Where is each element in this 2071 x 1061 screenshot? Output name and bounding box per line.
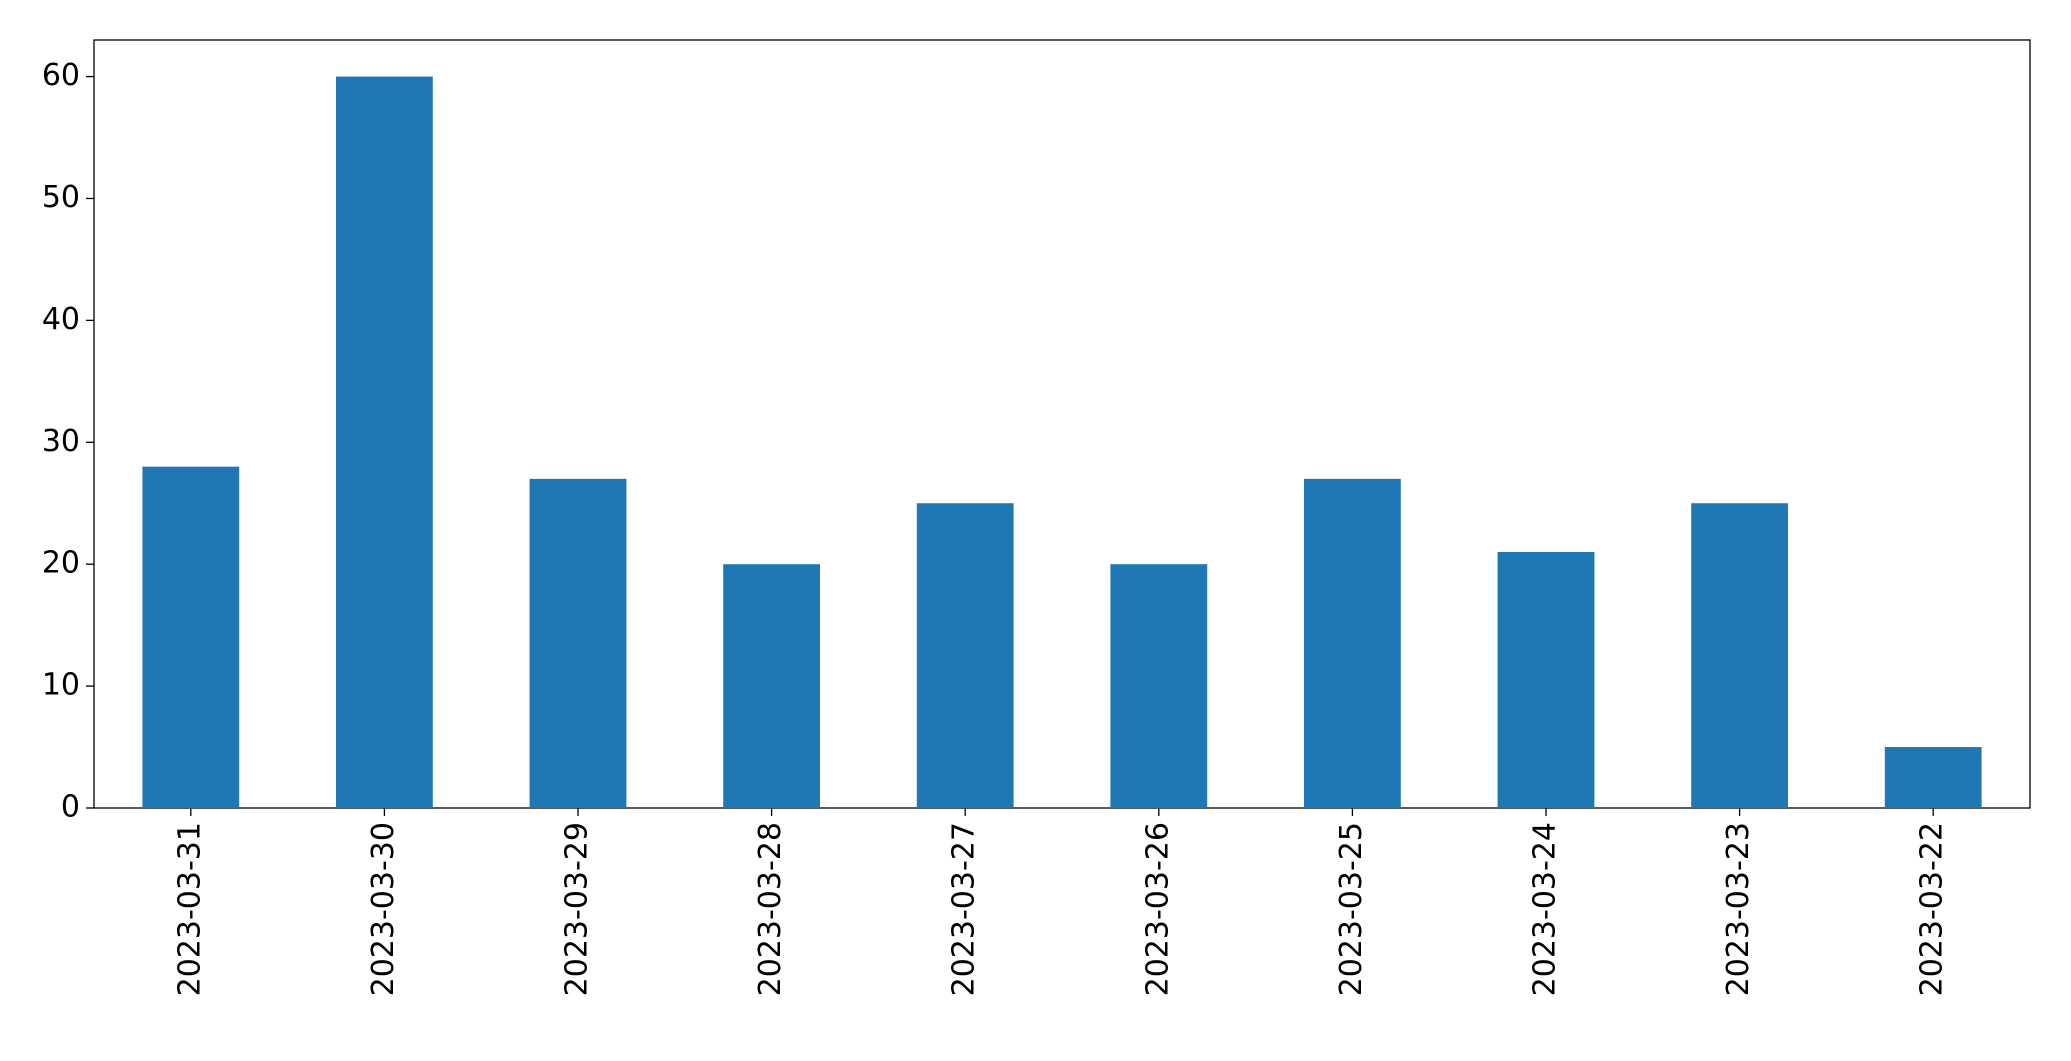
y-tick-label: 40 <box>42 302 80 337</box>
x-tick-label: 2023-03-22 <box>1915 822 1950 996</box>
x-tick-label: 2023-03-28 <box>753 822 788 996</box>
x-tick-label: 2023-03-30 <box>366 822 401 996</box>
bar <box>916 503 1014 808</box>
x-tick-label: 2023-03-27 <box>947 822 982 996</box>
bar <box>1304 478 1401 808</box>
x-tick-label: 2023-03-25 <box>1334 822 1369 996</box>
bar <box>142 466 240 808</box>
x-tick-label: 2023-03-29 <box>560 822 595 996</box>
x-tick-label: 2023-03-26 <box>1140 822 1175 996</box>
y-tick-label: 20 <box>42 546 80 581</box>
y-tick-label: 10 <box>42 668 80 703</box>
bar <box>336 76 433 809</box>
plot-frame <box>93 39 2031 809</box>
y-tick-label: 60 <box>42 58 80 93</box>
y-tick-label: 0 <box>61 790 80 825</box>
bar <box>1884 747 1982 808</box>
y-tick-label: 30 <box>42 424 80 459</box>
x-tick-label: 2023-03-31 <box>172 822 207 996</box>
bar <box>1497 552 1595 808</box>
bar <box>1691 503 1788 808</box>
bar <box>1110 564 1208 808</box>
bar <box>723 564 820 808</box>
bar <box>529 478 627 808</box>
x-tick-label: 2023-03-23 <box>1721 822 1756 996</box>
y-tick-label: 50 <box>42 180 80 215</box>
x-tick-label: 2023-03-24 <box>1528 822 1563 996</box>
